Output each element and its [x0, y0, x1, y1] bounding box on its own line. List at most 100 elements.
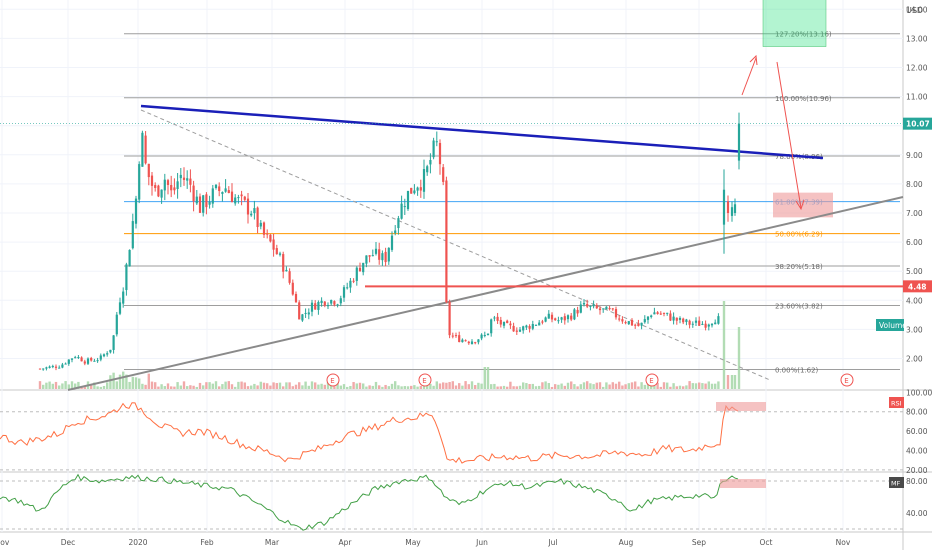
rsi-tick-label: 40.00 — [906, 447, 928, 456]
volume-bar — [541, 382, 544, 389]
mf-highlight — [720, 479, 766, 488]
candle-body — [112, 335, 115, 350]
volume-bar — [202, 385, 205, 389]
volume-bar — [234, 386, 237, 389]
volume-bar — [688, 381, 691, 389]
volume-bar — [531, 383, 534, 389]
volume-bar — [454, 385, 458, 389]
volume-bar — [198, 382, 202, 389]
volume-bar — [448, 382, 451, 389]
rsi-tick-label: 60.00 — [906, 427, 928, 436]
candle-body — [737, 123, 741, 161]
volume-bar — [205, 382, 208, 389]
candle-body — [560, 317, 563, 320]
candle-body — [381, 253, 384, 261]
candle-body — [166, 180, 170, 185]
candle-body — [86, 358, 90, 364]
candle-body — [438, 142, 442, 165]
volume-bar — [83, 386, 86, 389]
earnings-marker[interactable] — [645, 373, 659, 387]
candle-body — [480, 334, 483, 339]
candle-body — [195, 196, 198, 204]
volume-bar — [397, 385, 400, 389]
earnings-marker[interactable] — [840, 373, 854, 387]
candle-body — [467, 341, 470, 344]
volume-bar — [579, 384, 582, 389]
candle-body — [384, 251, 387, 263]
candle-body — [144, 135, 147, 164]
candle-body — [714, 322, 717, 325]
fib-level-label: 100.00%(10.96) — [775, 95, 832, 103]
candle-body — [173, 187, 176, 191]
price-tick-label: 14.00 — [906, 5, 928, 14]
volume-bar — [291, 386, 294, 389]
candle-body — [304, 312, 307, 314]
volume-bar — [304, 381, 307, 389]
candle-body — [291, 282, 294, 295]
volume-bar — [90, 385, 93, 389]
volume-bar — [314, 382, 317, 389]
volume-bar — [646, 383, 650, 389]
time-tick-label: Jun — [475, 538, 488, 547]
volume-bar — [714, 383, 717, 389]
candle-body — [640, 322, 643, 326]
mf-tick-label: 80.00 — [906, 477, 928, 486]
volume-bar — [586, 381, 589, 389]
candle-body — [202, 195, 205, 213]
candle-body — [435, 141, 438, 143]
volume-bar — [701, 383, 704, 389]
candle-body — [646, 316, 650, 320]
arrow-head — [749, 54, 758, 66]
earnings-marker-label: E — [649, 377, 653, 385]
volume-bar — [669, 386, 672, 389]
mf-tick-label: 40.00 — [906, 509, 928, 518]
candle-body — [154, 185, 157, 188]
volume-bar — [352, 382, 355, 389]
entry-zone — [773, 192, 833, 218]
candle-body — [262, 222, 266, 235]
volume-bar — [528, 384, 531, 389]
candle-body — [573, 309, 576, 320]
candle-body — [339, 298, 342, 304]
candle-body — [314, 303, 317, 310]
candle-body — [192, 185, 195, 202]
volume-bar — [371, 385, 374, 389]
volume-bar — [186, 386, 189, 389]
volume-bar — [150, 381, 154, 389]
volume-bar — [605, 382, 608, 389]
candle-body — [637, 323, 640, 327]
volume-bar — [416, 386, 419, 389]
volume-bar — [621, 385, 624, 389]
earnings-marker[interactable] — [326, 373, 340, 387]
volume-bar — [240, 381, 243, 389]
last-price-badge — [903, 117, 932, 130]
candle-body — [461, 339, 464, 343]
volume-bar — [717, 381, 720, 389]
volume-bar — [144, 384, 147, 389]
volume-bar — [67, 384, 70, 389]
candle-body — [522, 326, 525, 331]
candle-body — [51, 366, 54, 368]
candle-body — [170, 184, 173, 191]
volume-bar — [544, 381, 547, 389]
volume-bar — [576, 386, 579, 389]
volume-bar — [355, 383, 358, 389]
volume-bar — [282, 386, 285, 389]
mf-line — [0, 473, 739, 531]
candle-body — [147, 163, 150, 178]
candle-body — [77, 357, 80, 359]
volume-bar — [570, 381, 573, 389]
candle-body — [358, 267, 362, 272]
candle-body — [426, 166, 429, 173]
candle-body — [448, 301, 451, 336]
candle-body — [387, 247, 390, 262]
volume-bar — [490, 384, 493, 389]
earnings-marker[interactable] — [418, 373, 432, 387]
volume-bar — [496, 386, 499, 389]
candle-body — [218, 186, 221, 192]
candle-body — [416, 187, 419, 191]
candle-body — [576, 309, 579, 314]
candle-body — [70, 358, 74, 360]
candle-body — [722, 189, 726, 225]
